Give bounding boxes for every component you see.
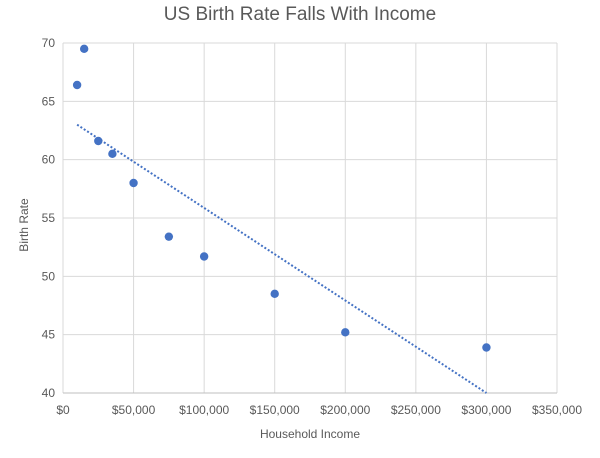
data-point [129,178,138,188]
x-tick-label: $100,000 [179,403,229,417]
y-axis-title: Birth Rate [17,198,31,252]
x-axis-title: Household Income [259,427,361,441]
y-tick-label: 70 [42,36,56,50]
data-point [79,44,89,54]
x-tick-label: $150,000 [250,403,300,417]
data-point [482,343,491,352]
data-point [72,80,82,90]
data-point [199,252,209,261]
data-point [94,136,103,146]
data-point [108,149,117,159]
x-tick-label: $50,000 [112,403,156,417]
data-point [341,328,350,337]
y-tick-label: 50 [42,269,56,283]
x-tick-label: $200,000 [320,403,370,417]
x-tick-label: $350,000 [532,403,582,417]
data-point [270,289,279,299]
y-tick-label: 40 [42,386,56,400]
y-tick-label: 60 [42,153,56,167]
x-tick-label: $0 [56,403,70,417]
y-tick-label: 45 [42,328,56,342]
trendline [76,123,487,394]
x-tick-label: $250,000 [391,403,441,417]
chart-title: US Birth Rate Falls With Income [163,4,437,25]
y-tick-label: 65 [42,94,56,108]
data-point [164,232,174,241]
y-tick-label: 55 [42,211,56,225]
x-tick-label: $300,000 [461,403,511,417]
